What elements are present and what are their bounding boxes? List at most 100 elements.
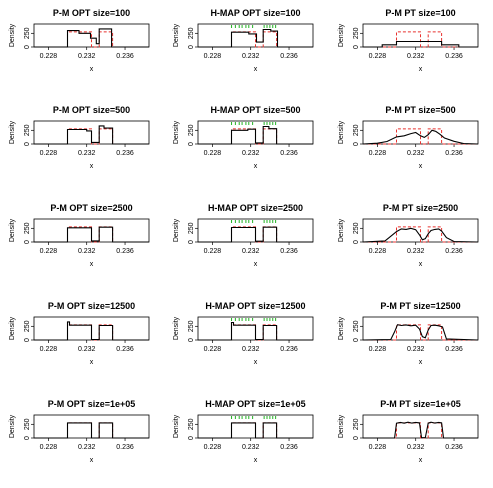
x-tick-label: 0.232 bbox=[407, 150, 425, 157]
y-axis-title: Density bbox=[338, 23, 345, 47]
y-tick-label: 0 bbox=[24, 436, 31, 440]
x-tick-label: 0.236 bbox=[116, 248, 134, 255]
x-tick-label: 0.236 bbox=[445, 444, 463, 451]
true-density-line bbox=[363, 128, 478, 145]
panel-1-3: P-M PT size=100 0 250 Density 0.228 0.232 0.23… bbox=[338, 8, 479, 73]
panel-2-3: P-M PT size=500 0 250 Density 0.228 0.232 0.23… bbox=[338, 105, 479, 170]
y-tick-label: 0 bbox=[188, 240, 195, 244]
x-tick-label: 0.232 bbox=[407, 248, 425, 255]
x-tick-label: 0.236 bbox=[445, 346, 463, 353]
y-axis-title: Density bbox=[338, 414, 345, 438]
x-tick-label: 0.228 bbox=[204, 53, 222, 60]
y-axis-title: Density bbox=[173, 414, 180, 438]
panel-5-2: H-MAP OPT size=1e+05 0 250 Density 0.228 0.23… bbox=[173, 399, 314, 464]
x-axis-title: x bbox=[419, 261, 423, 268]
panel-4-3: P-M PT size=12500 0 250 Density 0.228 0.232 0.… bbox=[338, 301, 479, 366]
x-tick-label: 0.232 bbox=[78, 53, 96, 60]
panel-1-2: H-MAP OPT size=100 0 250 Density 0.228 0.232 0… bbox=[173, 8, 314, 73]
x-tick-label: 0.232 bbox=[242, 248, 260, 255]
estimate-line bbox=[363, 421, 478, 439]
x-tick-label: 0.228 bbox=[40, 248, 58, 255]
x-tick-label: 0.232 bbox=[78, 150, 96, 157]
x-tick-label: 0.228 bbox=[204, 150, 222, 157]
y-tick-label: 250 bbox=[188, 222, 195, 234]
x-axis-title: x bbox=[254, 163, 258, 170]
panel-title: P-M OPT size=2500 bbox=[50, 203, 132, 213]
estimate-line bbox=[362, 129, 479, 145]
y-axis-title: Density bbox=[9, 23, 16, 47]
estimate-line bbox=[34, 422, 149, 439]
panel-title: P-M PT size=100 bbox=[385, 8, 455, 18]
x-tick-label: 0.228 bbox=[40, 53, 58, 60]
x-tick-label: 0.232 bbox=[242, 346, 260, 353]
estimate-line bbox=[198, 422, 313, 439]
y-tick-label: 250 bbox=[24, 418, 31, 430]
x-tick-label: 0.232 bbox=[407, 444, 425, 451]
estimate-line bbox=[198, 125, 313, 145]
x-tick-label: 0.236 bbox=[116, 53, 134, 60]
estimate-line bbox=[362, 227, 479, 243]
x-tick-label: 0.228 bbox=[369, 444, 387, 451]
true-density-line bbox=[34, 31, 149, 48]
x-tick-label: 0.236 bbox=[280, 53, 298, 60]
y-tick-label: 0 bbox=[188, 338, 195, 342]
panel-title: P-M PT size=1e+05 bbox=[380, 399, 461, 409]
x-tick-label: 0.236 bbox=[116, 346, 134, 353]
x-axis-title: x bbox=[254, 261, 258, 268]
y-tick-label: 250 bbox=[24, 124, 31, 136]
y-tick-label: 250 bbox=[24, 320, 31, 332]
y-tick-label: 250 bbox=[24, 222, 31, 234]
panel-title: H-MAP OPT size=12500 bbox=[205, 301, 305, 311]
panel-title: P-M OPT size=12500 bbox=[48, 301, 135, 311]
y-tick-label: 250 bbox=[353, 124, 360, 136]
x-axis-title: x bbox=[90, 359, 94, 366]
x-tick-label: 0.232 bbox=[78, 444, 96, 451]
y-tick-label: 250 bbox=[353, 27, 360, 39]
x-tick-label: 0.228 bbox=[369, 150, 387, 157]
y-tick-label: 250 bbox=[188, 418, 195, 430]
x-axis-title: x bbox=[254, 359, 258, 366]
y-axis-title: Density bbox=[173, 23, 180, 47]
y-axis-title: Density bbox=[9, 218, 16, 242]
y-tick-label: 0 bbox=[24, 142, 31, 146]
y-tick-label: 250 bbox=[353, 418, 360, 430]
x-axis-title: x bbox=[254, 66, 258, 73]
panel-title: P-M PT size=12500 bbox=[380, 301, 460, 311]
y-tick-label: 0 bbox=[24, 45, 31, 49]
y-tick-label: 250 bbox=[353, 222, 360, 234]
x-tick-label: 0.236 bbox=[280, 346, 298, 353]
x-tick-label: 0.228 bbox=[369, 248, 387, 255]
x-tick-label: 0.228 bbox=[40, 150, 58, 157]
estimate-line bbox=[34, 226, 149, 243]
x-tick-label: 0.228 bbox=[369, 346, 387, 353]
panel-5-1: P-M OPT size=1e+05 0 250 Density 0.228 0.232 0… bbox=[9, 399, 150, 464]
panel-2-1: P-M OPT size=500 0 250 Density 0.228 0.232 0.2… bbox=[9, 105, 150, 170]
estimate-line bbox=[198, 321, 313, 341]
panel-title: P-M OPT size=1e+05 bbox=[48, 399, 136, 409]
panel-title: P-M OPT size=500 bbox=[53, 105, 130, 115]
x-tick-label: 0.232 bbox=[242, 53, 260, 60]
y-tick-label: 250 bbox=[188, 124, 195, 136]
y-tick-label: 0 bbox=[188, 45, 195, 49]
panel-title: P-M OPT size=100 bbox=[53, 8, 130, 18]
y-tick-label: 0 bbox=[188, 436, 195, 440]
y-tick-label: 0 bbox=[24, 240, 31, 244]
estimate-line bbox=[34, 321, 149, 341]
true-density-line bbox=[363, 324, 478, 341]
true-density-line bbox=[363, 226, 478, 243]
y-tick-label: 0 bbox=[24, 338, 31, 342]
x-tick-label: 0.228 bbox=[40, 346, 58, 353]
true-density-line bbox=[363, 31, 478, 48]
panel-5-3: P-M PT size=1e+05 0 250 Density 0.228 0.232 0.… bbox=[338, 399, 479, 464]
panel-2-2: H-MAP OPT size=500 0 250 Density 0.228 0.232 0… bbox=[173, 105, 314, 170]
y-tick-label: 250 bbox=[188, 320, 195, 332]
x-axis-title: x bbox=[254, 457, 258, 464]
x-tick-label: 0.228 bbox=[40, 444, 58, 451]
y-tick-label: 250 bbox=[353, 320, 360, 332]
panel-title: H-MAP OPT size=100 bbox=[210, 8, 300, 18]
y-tick-label: 0 bbox=[353, 45, 360, 49]
x-tick-label: 0.228 bbox=[369, 53, 387, 60]
y-tick-label: 0 bbox=[353, 338, 360, 342]
x-axis-title: x bbox=[90, 163, 94, 170]
panel-3-3: P-M PT size=2500 0 250 Density 0.228 0.232 0.2… bbox=[338, 203, 479, 268]
